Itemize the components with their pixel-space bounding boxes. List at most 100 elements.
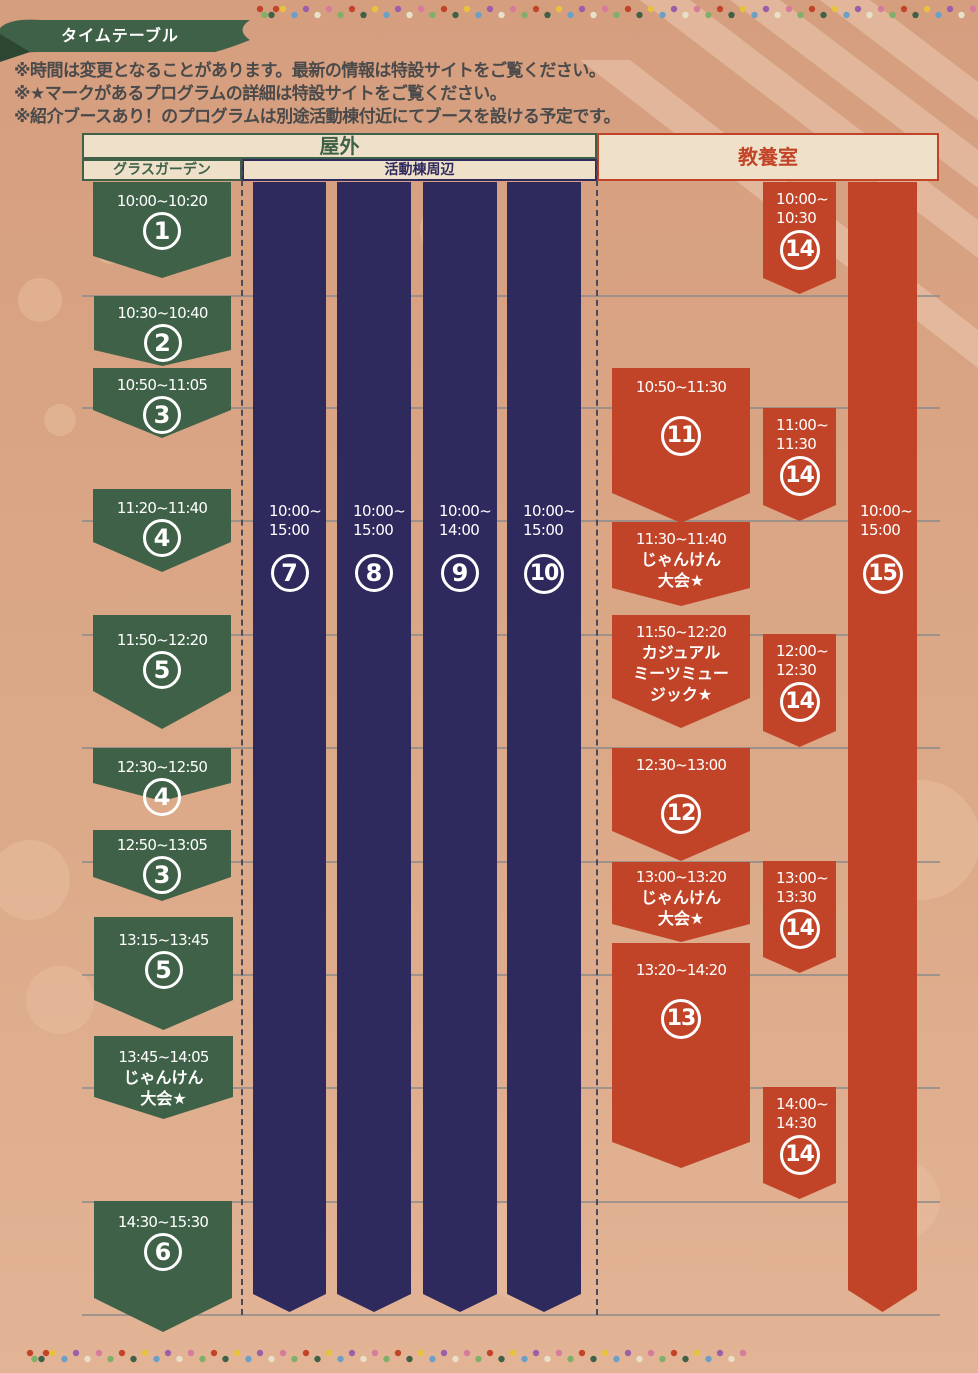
grass-garden-program-9[interactable]: 13:45~14:05 じゃんけん 大会★ bbox=[94, 1036, 233, 1119]
classroom-program-1[interactable]: 10:50~11:30 11 bbox=[612, 368, 750, 523]
border-dot bbox=[429, 11, 436, 19]
border-dot bbox=[272, 5, 280, 13]
program-number-badge: 7 bbox=[270, 554, 309, 592]
grass-garden-program-7[interactable]: 12:50~13:05 3 bbox=[93, 830, 231, 901]
border-dot bbox=[498, 1355, 505, 1363]
activity-program-9[interactable]: 10:00~ 14:00 9 bbox=[423, 182, 497, 1312]
block-time: 13:00~ 13:30 bbox=[776, 869, 829, 906]
border-dot bbox=[900, 5, 908, 13]
border-dot bbox=[670, 5, 678, 13]
block-content: 13:00~13:20 じゃんけん 大会★ bbox=[612, 868, 750, 929]
block-time: 13:20~14:20 bbox=[635, 961, 727, 979]
classroom-program-5[interactable]: 13:00~13:20 じゃんけん 大会★ bbox=[612, 862, 750, 942]
classroom-program-14-slot-5[interactable]: 14:00~ 14:30 14 bbox=[763, 1087, 836, 1199]
grass-garden-program-1[interactable]: 10:00~10:20 1 bbox=[93, 182, 231, 278]
block-time: 11:30~11:40 bbox=[635, 530, 727, 548]
block-time: 10:00~ 14:00 bbox=[439, 502, 492, 539]
header-classroom: 教養室 bbox=[597, 133, 939, 181]
classroom-program-3[interactable]: 11:50~12:20 カジュアル ミーツミュー ジック★ bbox=[612, 615, 750, 728]
border-dot bbox=[601, 5, 609, 13]
classroom-program-6-shape bbox=[612, 943, 750, 1168]
border-dot bbox=[532, 5, 540, 13]
block-time: 10:00~ 15:00 bbox=[860, 502, 913, 539]
border-dot bbox=[118, 1349, 126, 1357]
activity-program-7[interactable]: 10:00~ 15:00 7 bbox=[253, 182, 326, 1312]
bottom-dot-border bbox=[26, 1349, 747, 1363]
classroom-program-14-slot-2[interactable]: 11:00~ 11:30 14 bbox=[763, 408, 836, 521]
grass-garden-program-5[interactable]: 11:50~12:20 5 bbox=[93, 615, 231, 729]
classroom-program-2[interactable]: 11:30~11:40 じゃんけん 大会★ bbox=[612, 522, 750, 606]
border-dot bbox=[509, 5, 517, 13]
page-title: タイムテーブル bbox=[61, 26, 179, 45]
grass-garden-program-4[interactable]: 11:20~11:40 4 bbox=[93, 489, 231, 572]
column-separator bbox=[241, 160, 243, 1315]
grass-garden-program-2[interactable]: 10:30~10:40 2 bbox=[94, 296, 231, 366]
border-dot bbox=[417, 1349, 425, 1357]
border-dot bbox=[475, 11, 482, 19]
classroom-program-3-shape bbox=[612, 615, 750, 728]
border-dot bbox=[291, 11, 298, 19]
block-content: 12:00~ 12:30 14 bbox=[763, 642, 836, 722]
program-number-badge: 9 bbox=[441, 554, 479, 592]
border-dot bbox=[946, 5, 954, 13]
classroom-program-14-slot-4[interactable]: 13:00~ 13:30 14 bbox=[763, 861, 836, 973]
classroom-program-15-shape bbox=[848, 182, 917, 1312]
block-content: 14:30~15:30 6 bbox=[94, 1213, 232, 1271]
program-number-badge: 14 bbox=[779, 230, 820, 270]
border-dot bbox=[153, 1355, 160, 1363]
grass-garden-program-10[interactable]: 14:30~15:30 6 bbox=[94, 1201, 232, 1332]
border-dot bbox=[95, 1349, 103, 1357]
border-dot bbox=[578, 5, 586, 13]
column-separator bbox=[596, 160, 598, 1315]
border-dot bbox=[578, 1349, 586, 1357]
border-dot bbox=[72, 1349, 80, 1357]
classroom-program-14-slot-3[interactable]: 12:00~ 12:30 14 bbox=[763, 634, 836, 747]
block-content: 14:00~ 14:30 14 bbox=[763, 1095, 836, 1175]
top-dot-border bbox=[256, 5, 977, 19]
block-content: 10:00~ 15:00 8 bbox=[337, 502, 411, 592]
grass-garden-program-6[interactable]: 12:30~12:50 4 bbox=[93, 748, 231, 816]
classroom-program-14-slot-1[interactable]: 10:00~ 10:30 14 bbox=[763, 182, 836, 294]
border-dot bbox=[325, 1349, 333, 1357]
activity-program-10[interactable]: 10:00~ 15:00 10 bbox=[507, 182, 581, 1312]
activity-program-8[interactable]: 10:00~ 15:00 8 bbox=[337, 182, 411, 1312]
program-number-badge: 14 bbox=[779, 909, 820, 949]
border-dot bbox=[624, 1349, 632, 1357]
program-label: カジュアル ミーツミュー ジック★ bbox=[633, 643, 729, 704]
border-dot bbox=[26, 1349, 34, 1357]
border-dot bbox=[682, 1355, 689, 1363]
program-label: じゃんけん 大会★ bbox=[123, 1068, 204, 1108]
classroom-program-6[interactable]: 13:20~14:20 13 bbox=[612, 943, 750, 1168]
block-content: 10:00~ 14:00 9 bbox=[423, 502, 497, 592]
border-dot bbox=[417, 5, 425, 13]
border-dot bbox=[42, 1349, 50, 1357]
border-dot bbox=[820, 11, 827, 19]
border-dot bbox=[739, 5, 747, 13]
grass-garden-program-3[interactable]: 10:50~11:05 3 bbox=[93, 368, 231, 438]
border-dot bbox=[601, 1349, 609, 1357]
border-dot bbox=[693, 1349, 701, 1357]
block-content: 10:50~11:05 3 bbox=[93, 376, 231, 434]
hour-gridline bbox=[82, 1314, 940, 1316]
border-dot bbox=[659, 11, 666, 19]
border-dot bbox=[682, 11, 689, 19]
border-dot bbox=[843, 11, 850, 19]
border-dot bbox=[360, 11, 367, 19]
classroom-program-4[interactable]: 12:30~13:00 12 bbox=[612, 748, 750, 861]
border-dot bbox=[877, 5, 885, 13]
block-content: 10:00~ 10:30 14 bbox=[763, 190, 836, 270]
header-grass-garden: グラスガーデン bbox=[82, 159, 242, 181]
border-dot bbox=[261, 11, 268, 19]
classroom-program-15[interactable]: 10:00~ 15:00 15 bbox=[848, 182, 917, 1312]
border-dot bbox=[808, 5, 816, 13]
block-time: 13:15~13:45 bbox=[118, 931, 209, 949]
border-dot bbox=[716, 1349, 724, 1357]
border-dot bbox=[509, 1349, 517, 1357]
border-dot bbox=[797, 11, 804, 19]
border-dot bbox=[498, 11, 505, 19]
grass-garden-program-9-shape bbox=[94, 1036, 233, 1119]
border-dot bbox=[785, 5, 793, 13]
header-grass-garden-label: グラスガーデン bbox=[113, 162, 211, 178]
program-number-badge: 14 bbox=[779, 456, 820, 496]
grass-garden-program-8[interactable]: 13:15~13:45 5 bbox=[94, 917, 233, 1030]
